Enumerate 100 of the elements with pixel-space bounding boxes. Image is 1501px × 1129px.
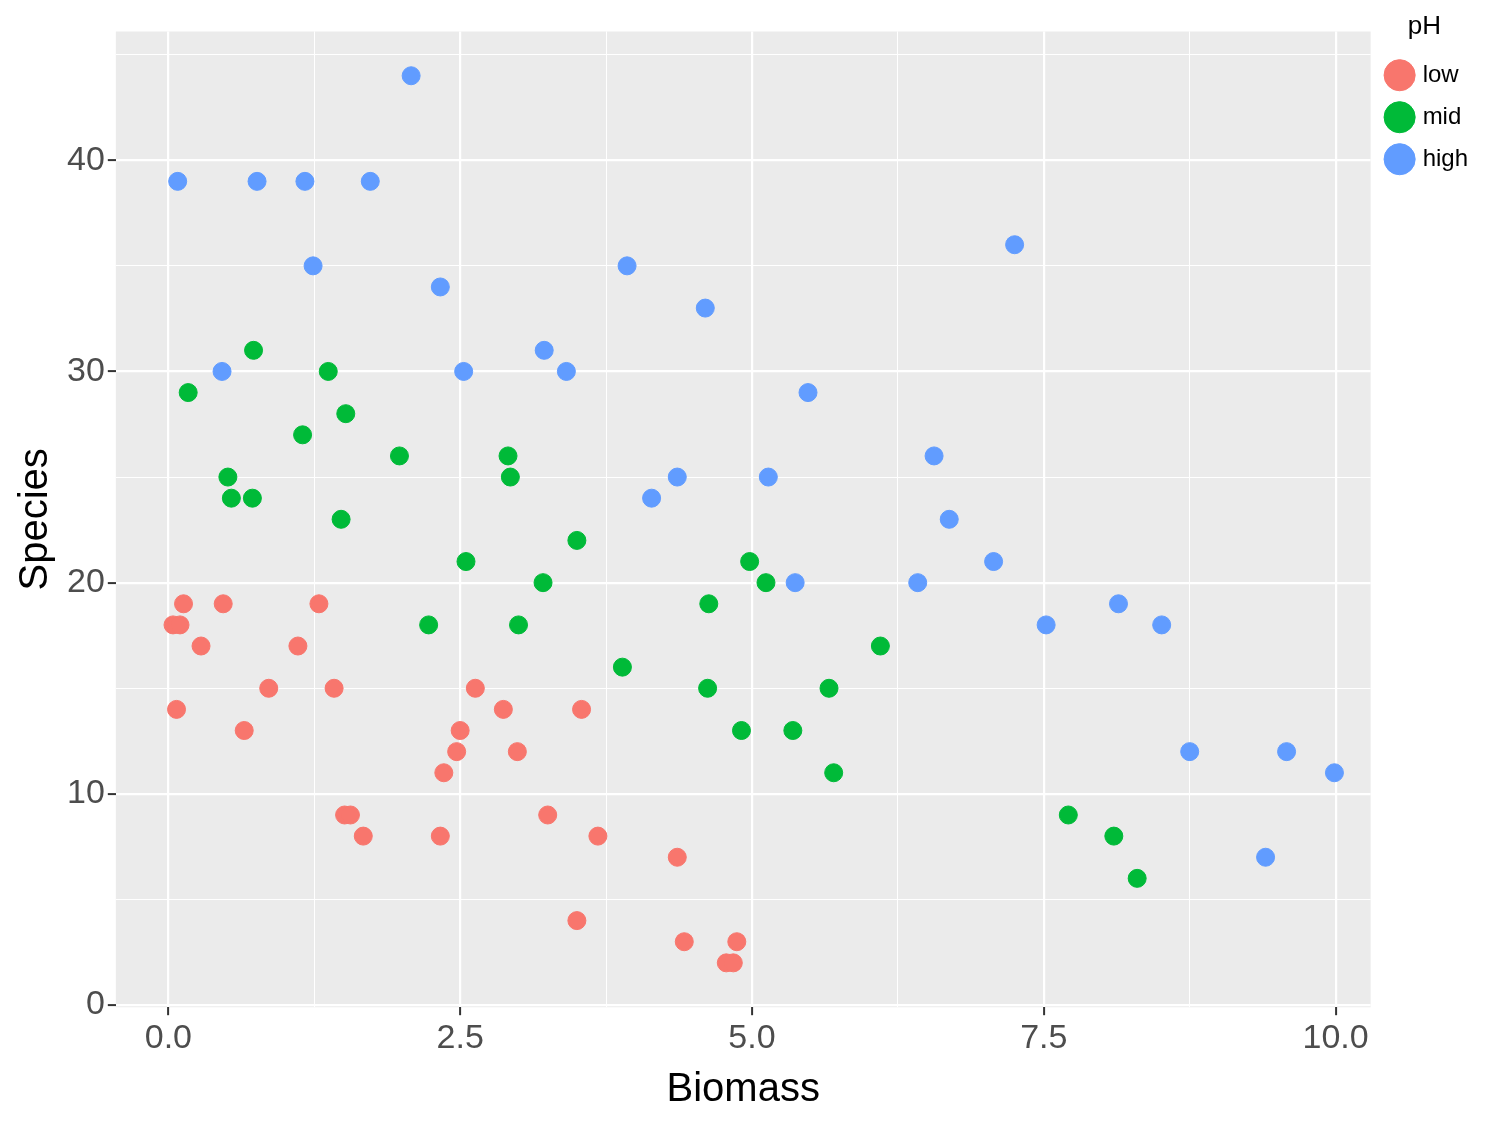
- point: [1324, 763, 1344, 783]
- point: [1104, 826, 1124, 846]
- point: [242, 488, 262, 508]
- point: [360, 171, 380, 191]
- point: [798, 383, 818, 403]
- point: [500, 467, 520, 487]
- point: [218, 467, 238, 487]
- point: [450, 721, 470, 741]
- point: [1109, 594, 1128, 614]
- legend-title: pH: [1407, 10, 1441, 41]
- point: [247, 171, 267, 191]
- point: [447, 742, 467, 762]
- point: [498, 446, 518, 466]
- point: [642, 488, 662, 508]
- point: [221, 488, 241, 508]
- point: [1152, 615, 1172, 635]
- point: [213, 594, 233, 614]
- point: [293, 425, 313, 445]
- point: [331, 509, 351, 529]
- point: [698, 678, 718, 698]
- point: [434, 763, 454, 783]
- point: [465, 678, 485, 698]
- point: [567, 530, 587, 550]
- point: [244, 340, 264, 360]
- x-tick-label: 0.0: [144, 1016, 192, 1055]
- point: [984, 552, 1004, 572]
- point: [1005, 235, 1025, 255]
- x-tick-label: 7.5: [1020, 1016, 1068, 1055]
- y-tick-label: 10: [66, 772, 105, 811]
- y-tick-label: 20: [66, 561, 105, 600]
- y-tick-label: 30: [66, 349, 105, 388]
- point: [534, 340, 554, 360]
- point: [336, 404, 356, 424]
- point: [556, 361, 576, 381]
- y-axis-title: Species: [11, 448, 56, 591]
- x-tick-label: 5.0: [728, 1016, 776, 1055]
- point: [1036, 615, 1056, 635]
- point: [727, 932, 747, 952]
- point: [234, 721, 254, 741]
- point: [324, 678, 344, 698]
- point: [509, 615, 529, 635]
- point: [783, 721, 803, 741]
- point: [533, 573, 553, 593]
- point: [212, 361, 232, 381]
- point: [1277, 742, 1297, 762]
- point: [259, 678, 279, 698]
- point: [819, 678, 839, 698]
- point: [288, 636, 308, 656]
- point: [617, 256, 637, 276]
- point: [419, 615, 439, 635]
- point: [303, 256, 323, 276]
- point: [740, 552, 760, 572]
- legend-label: mid: [1422, 101, 1462, 129]
- y-tick-label: 40: [66, 138, 105, 177]
- point: [695, 298, 715, 318]
- point: [538, 805, 558, 825]
- point: [1256, 847, 1276, 867]
- point: [667, 467, 687, 487]
- point: [389, 446, 409, 466]
- point: [758, 467, 778, 487]
- point: [318, 361, 338, 381]
- point: [456, 552, 476, 572]
- point: [174, 594, 194, 614]
- point: [731, 721, 751, 741]
- point: [353, 826, 373, 846]
- point: [612, 657, 632, 677]
- point: [1127, 868, 1147, 888]
- x-tick-label: 2.5: [436, 1016, 484, 1055]
- point: [507, 742, 527, 762]
- point: [401, 66, 421, 86]
- point: [430, 826, 450, 846]
- point: [567, 911, 587, 931]
- point: [309, 594, 329, 614]
- legend-label: low: [1422, 59, 1460, 87]
- point: [699, 594, 719, 614]
- point: [588, 826, 608, 846]
- point: [1058, 805, 1078, 825]
- point: [785, 573, 805, 593]
- x-axis-title: Biomass: [666, 1065, 820, 1110]
- point: [167, 699, 187, 719]
- point: [168, 171, 188, 191]
- point: [430, 277, 450, 297]
- point: [870, 636, 890, 656]
- point: [908, 573, 928, 593]
- legend-label: high: [1422, 143, 1468, 171]
- point: [756, 573, 776, 593]
- point: [674, 932, 694, 952]
- point: [824, 763, 844, 783]
- point: [178, 383, 198, 403]
- point: [295, 171, 315, 191]
- point: [454, 361, 474, 381]
- x-tick-label: 10.0: [1302, 1016, 1369, 1055]
- point: [667, 847, 687, 867]
- y-tick-label: 0: [85, 983, 105, 1022]
- point: [493, 699, 513, 719]
- point: [572, 699, 592, 719]
- point: [924, 446, 944, 466]
- point: [1180, 742, 1200, 762]
- point: [939, 509, 959, 529]
- point: [191, 636, 211, 656]
